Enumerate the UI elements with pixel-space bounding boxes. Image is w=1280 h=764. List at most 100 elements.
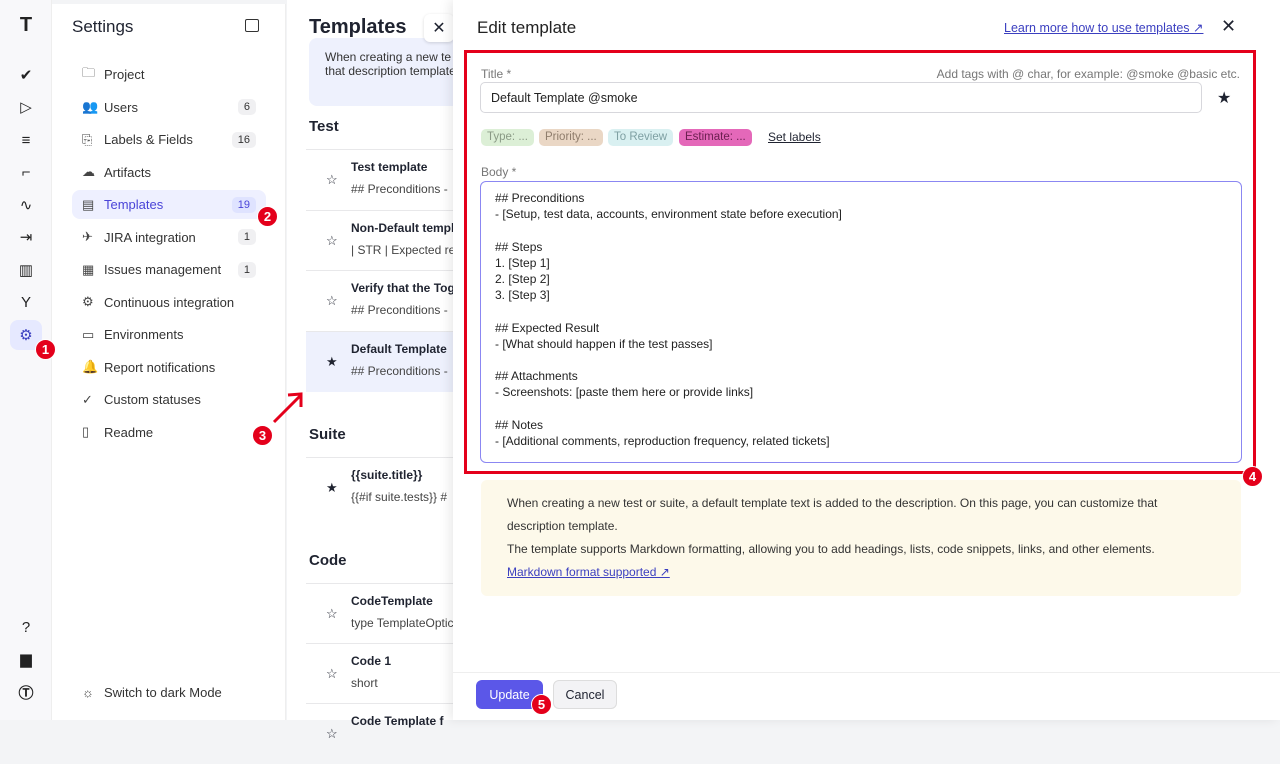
nav-icon: ✈ (82, 229, 93, 244)
sidebar-item-templates[interactable]: ▤ Templates 19 (72, 190, 266, 219)
dialog-title: Edit template (477, 18, 577, 37)
sidebar-item-project[interactable]: 🗀 Project (72, 60, 266, 89)
nav-label: JIRA integration (104, 229, 196, 245)
template-row[interactable]: ★ Default Template ## Preconditions - (306, 330, 466, 392)
sidebar-item-artifacts[interactable]: ☁ Artifacts (72, 158, 266, 187)
gear-icon[interactable]: ⚙ (10, 320, 42, 350)
nav-icon: ⎘ (82, 131, 93, 147)
nav-icon: ▤ (82, 196, 95, 212)
template-snippet: {{#if suite.tests}} # (351, 490, 448, 504)
section-suite: Suite (309, 426, 346, 443)
sidebar-item-continuous-integration[interactable]: ⚙ Continuous integration (72, 288, 266, 317)
help-icon[interactable]: ? (21, 618, 31, 636)
dialog-footer: Update Cancel (453, 672, 1280, 720)
cancel-button[interactable]: Cancel (553, 680, 617, 709)
nav-icon: ▭ (82, 326, 95, 342)
annotation-badge-4: 4 (1242, 466, 1263, 487)
template-row[interactable]: ☆ Code Template f (306, 703, 466, 764)
nav-icon: ▦ (82, 261, 95, 277)
template-title: Code Template f (351, 714, 444, 728)
nav-label: Labels & Fields (104, 132, 193, 147)
folder-icon[interactable]: ▆ (20, 651, 32, 668)
annotation-badge-3: 3 (252, 425, 273, 446)
template-row[interactable]: ☆ Test template ## Preconditions - (306, 149, 466, 210)
template-title: {{suite.title}} (351, 468, 423, 482)
analytics-icon[interactable]: ▥ (18, 262, 34, 279)
learn-more-link[interactable]: Learn more how to use templates ↗ (1004, 21, 1204, 35)
template-row[interactable]: ☆ Non-Default templ | STR | Expected re (306, 209, 466, 271)
star-outline-icon[interactable]: ☆ (326, 666, 338, 681)
nav-label: Custom statuses (104, 392, 201, 407)
import-icon[interactable]: ⇥ (19, 229, 33, 246)
branch-icon[interactable]: Y (20, 293, 31, 311)
nav-icon: ✓ (82, 391, 93, 407)
section-code: Code (309, 552, 347, 569)
update-button[interactable]: Update (476, 680, 543, 709)
star-outline-icon[interactable]: ☆ (326, 172, 338, 187)
priority-chip[interactable]: Priority: ... (539, 129, 603, 146)
star-outline-icon[interactable]: ☆ (326, 293, 338, 308)
sun-icon: ☼ (82, 685, 94, 700)
section-test: Test (309, 118, 339, 135)
star-outline-icon[interactable]: ☆ (326, 726, 338, 741)
template-title: Code 1 (351, 654, 392, 668)
template-title: Non-Default templ (351, 220, 455, 235)
nav-label: Artifacts (104, 164, 151, 180)
nav-label: Readme (104, 424, 154, 440)
default-star-icon[interactable]: ★ (1217, 90, 1232, 107)
collapse-sidebar-icon[interactable] (245, 19, 259, 32)
star-outline-icon[interactable]: ☆ (326, 606, 338, 621)
note-text-2: The template supports Markdown formattin… (507, 542, 1155, 556)
templates-info: When creating a new te that description … (309, 38, 469, 106)
title-input[interactable]: Default Template @smoke (480, 82, 1202, 113)
nav-label: Environments (104, 327, 184, 342)
nav-count: 1 (237, 261, 256, 278)
nav-count: 6 (237, 99, 256, 115)
settings-panel: Settings 🗀 Project 👥 Users 6 ⎘ Labels & Fields… (52, 4, 286, 720)
steps-icon[interactable]: ⌐ (21, 163, 31, 181)
close-dialog-icon[interactable]: ✕ (1221, 16, 1237, 36)
sidebar-item-environments[interactable]: ▭ Environments (72, 320, 266, 349)
to-review-chip[interactable]: To Review (608, 129, 674, 146)
markdown-link[interactable]: Markdown format supported ↗ (507, 565, 670, 579)
sidebar-item-labels-fields[interactable]: ⎘ Labels & Fields 16 (72, 125, 266, 154)
logo-icon[interactable]: T (19, 13, 33, 36)
template-row[interactable]: ☆ CodeTemplate type TemplateOptic (306, 583, 466, 644)
note-text-1: When creating a new test or suite, a def… (507, 496, 1158, 533)
close-list-button[interactable]: ✕ (424, 14, 454, 42)
account-icon[interactable]: Ⓣ (18, 684, 34, 702)
type-chip[interactable]: Type: ... (481, 129, 534, 146)
template-row[interactable]: ★ {{suite.title}} {{#if suite.tests}} # (306, 457, 466, 518)
star-filled-icon[interactable]: ★ (326, 353, 338, 369)
sidebar-item-report-notifications[interactable]: 🔔 Report notifications (72, 353, 266, 382)
template-snippet: short (351, 676, 378, 690)
check-icon[interactable]: ✔ (19, 67, 33, 84)
sidebar-item-issues-management[interactable]: ▦ Issues management 1 (72, 255, 266, 284)
sidebar-item-jira-integration[interactable]: ✈ JIRA integration 1 (72, 223, 266, 252)
body-textarea[interactable]: ## Preconditions - [Setup, test data, ac… (480, 181, 1242, 463)
list-check-icon[interactable]: ≡ (21, 131, 31, 149)
estimate-chip[interactable]: Estimate: ... (679, 129, 752, 146)
star-filled-icon[interactable]: ★ (326, 480, 338, 495)
nav-count: 19 (231, 196, 256, 213)
template-snippet: ## Preconditions - (351, 182, 448, 196)
template-snippet: type TemplateOptic (351, 616, 454, 630)
nav-count: 16 (231, 131, 256, 148)
template-snippet: ## Preconditions - (351, 363, 448, 378)
template-row[interactable]: ☆ Verify that the Tog ## Preconditions - (306, 270, 466, 331)
star-outline-icon[interactable]: ☆ (326, 232, 338, 248)
template-row[interactable]: ☆ Code 1 short (306, 643, 466, 704)
sidebar-item-custom-statuses[interactable]: ✓ Custom statuses (72, 385, 266, 414)
template-snippet: ## Preconditions - (351, 303, 448, 317)
icon-rail: T ✔ ▷ ≡ ⌐ ∿ ⇥ ▥ Y ⚙ ? ▆ Ⓣ (0, 0, 52, 720)
nav-label: Templates (104, 197, 164, 212)
template-snippet: | STR | Expected re (351, 242, 456, 257)
sidebar-item-readme[interactable]: ▯ Readme (72, 418, 266, 447)
dark-mode-toggle[interactable]: ☼ Switch to dark Mode (82, 685, 222, 700)
play-icon[interactable]: ▷ (20, 99, 32, 116)
nav-icon: 🗀 (82, 64, 96, 80)
set-labels-link[interactable]: Set labels (768, 130, 821, 144)
nav-label: Users (104, 99, 138, 115)
pulse-icon[interactable]: ∿ (19, 197, 33, 214)
sidebar-item-users[interactable]: 👥 Users 6 (72, 93, 266, 122)
